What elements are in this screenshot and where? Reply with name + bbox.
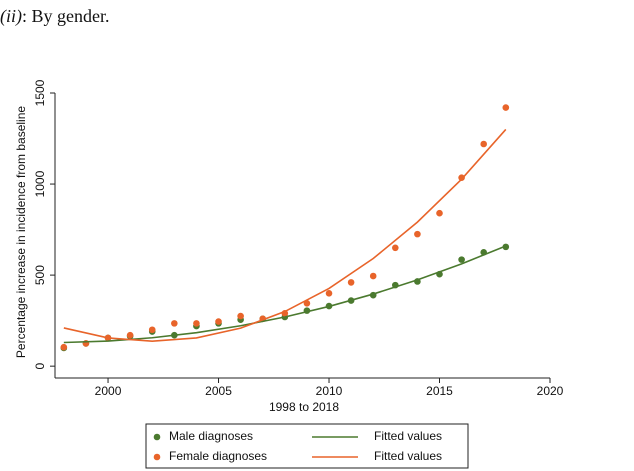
fit-line <box>63 245 507 344</box>
point <box>502 243 510 251</box>
x-axis-label: 1998 to 2018 <box>269 400 339 414</box>
legend-label: Male diagnoses <box>169 429 253 443</box>
point <box>171 320 178 327</box>
x-tick-label: 2010 <box>316 384 343 398</box>
y-tick-label: 1500 <box>33 79 47 106</box>
point <box>392 244 399 252</box>
legend-marker <box>153 453 161 461</box>
x-tick-label: 2015 <box>426 384 453 398</box>
legend-marker <box>153 433 161 441</box>
point <box>325 290 333 297</box>
legend-label: Fitted values <box>374 429 442 443</box>
point <box>414 230 421 238</box>
legend-label: Female diagnoses <box>169 449 267 463</box>
point <box>60 343 68 351</box>
legend-box <box>145 423 469 469</box>
point <box>237 312 244 320</box>
title-label: (ii) <box>0 6 22 27</box>
x-tick-label: 2005 <box>205 384 232 398</box>
point <box>215 318 222 325</box>
y-tick-label: 0 <box>33 363 47 370</box>
point <box>480 140 488 148</box>
x-tick-label: 2000 <box>95 384 122 398</box>
point <box>436 209 443 217</box>
fit-line <box>63 128 507 343</box>
point <box>502 104 510 111</box>
x-tick-label: 2020 <box>537 384 564 398</box>
point <box>458 174 465 181</box>
point <box>148 326 156 334</box>
point <box>126 331 134 339</box>
point <box>458 256 465 263</box>
y-tick-label: 500 <box>33 265 47 285</box>
point <box>193 320 200 327</box>
y-axis-label: Percentage increase in incidence from ba… <box>14 106 28 358</box>
chart-title: (ii): By gender. <box>0 6 110 27</box>
title-text: : By gender. <box>22 6 110 26</box>
y-tick-label: 1000 <box>33 170 47 197</box>
legend-label: Fitted values <box>374 449 442 463</box>
point <box>347 279 355 286</box>
point <box>369 272 377 280</box>
